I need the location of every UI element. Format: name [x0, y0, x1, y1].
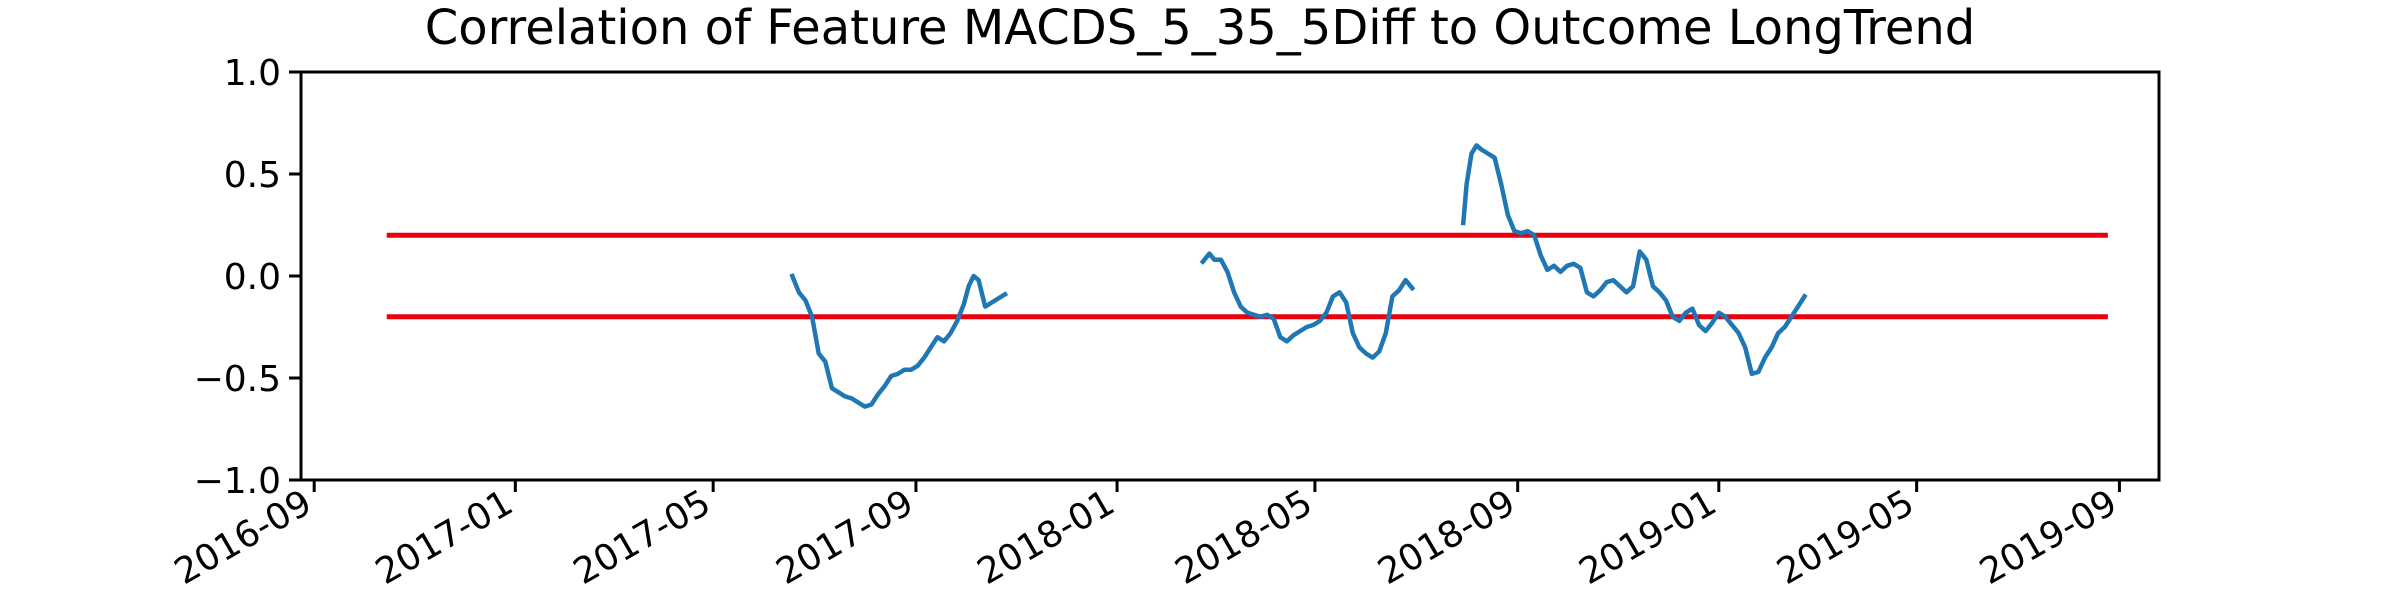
series-line-segment: [1199, 251, 1416, 360]
x-tick-label: 2017-05: [567, 482, 718, 593]
reference-lines: [386, 232, 2108, 320]
x-tick-label: 2018-09: [1371, 482, 1522, 593]
x-axis: 2016-09 2017-01 2017-05 2017-09 2018-01 2018-…: [168, 480, 2124, 593]
y-tick-label: −0.5: [194, 359, 281, 400]
y-tick-label: −1.0: [194, 461, 281, 502]
y-axis: 1.0 0.5 0.0 −0.5 −1.0: [194, 53, 301, 502]
y-tick-label: 0.0: [224, 257, 281, 298]
x-tick-label: 2019-05: [1770, 482, 1921, 593]
x-tick-label: 2019-09: [1973, 482, 2124, 593]
x-tick-label: 2017-01: [369, 482, 520, 593]
x-tick-label: 2018-05: [1169, 482, 1320, 593]
x-tick-label: 2017-09: [770, 482, 921, 593]
x-tick-label: 2019-01: [1573, 482, 1724, 593]
series-line-segment: [789, 273, 1009, 409]
y-tick-label: 0.5: [224, 155, 281, 196]
x-tick-label: 2018-01: [971, 482, 1122, 593]
y-tick-label: 1.0: [224, 53, 281, 94]
series-line-segment: [1460, 143, 1808, 377]
chart-title: Correlation of Feature MACDS_5_35_5Diff …: [425, 0, 1976, 56]
series-group: [789, 143, 1808, 409]
